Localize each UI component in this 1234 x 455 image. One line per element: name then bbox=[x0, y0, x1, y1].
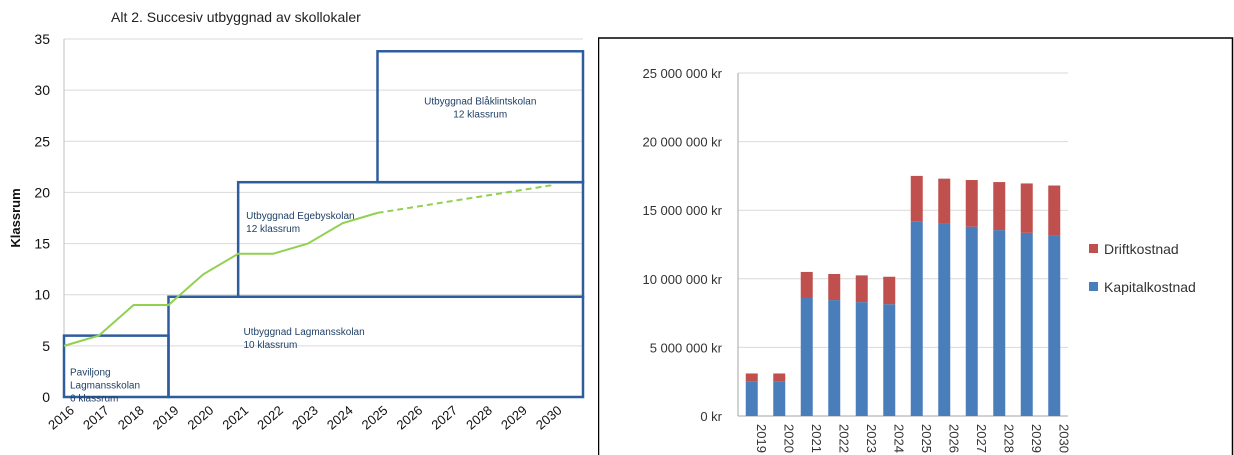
x-tick-label: 2029 bbox=[1029, 424, 1044, 453]
y-tick-label: 30 bbox=[34, 82, 50, 98]
x-tick-label: 2016 bbox=[45, 403, 77, 433]
y-tick-label: 25 bbox=[34, 133, 50, 149]
y-tick-label: 5 bbox=[42, 338, 50, 354]
x-tick-label: 2029 bbox=[498, 403, 530, 433]
bar-kapitalkostnad bbox=[938, 223, 951, 416]
bar-kapitalkostnad bbox=[1020, 232, 1033, 416]
capacity-box bbox=[167, 295, 585, 399]
capacity-box bbox=[236, 180, 585, 299]
y-tick-label: 0 bbox=[42, 389, 50, 405]
x-tick-label: 2017 bbox=[80, 403, 112, 433]
bar-kapitalkostnad bbox=[800, 298, 813, 416]
capacity-box-label: Utbyggnad Blåklintskolan bbox=[424, 95, 536, 107]
x-tick-label: 2026 bbox=[946, 424, 961, 453]
x-tick-label: 2023 bbox=[289, 403, 321, 433]
x-tick-label: 2019 bbox=[150, 403, 182, 433]
bar-driftkostnad bbox=[800, 271, 813, 299]
y-tick-label: 25 000 000 kr bbox=[642, 66, 722, 81]
y-axis-label: Klassrum bbox=[8, 188, 23, 247]
y-tick-label: 10 000 000 kr bbox=[642, 272, 722, 287]
y-tick-label: 15 bbox=[34, 236, 50, 252]
legend-swatch bbox=[1089, 282, 1098, 291]
x-tick-label: 2024 bbox=[891, 424, 906, 453]
capacity-box bbox=[376, 50, 585, 184]
bar-kapitalkostnad bbox=[993, 230, 1006, 416]
x-tick-label: 2018 bbox=[115, 403, 147, 433]
bar-kapitalkostnad bbox=[965, 226, 978, 416]
x-tick-label: 2022 bbox=[836, 424, 851, 453]
y-tick-label: 10 bbox=[34, 287, 50, 303]
bar-driftkostnad bbox=[1048, 185, 1061, 236]
x-tick-label: 2028 bbox=[1001, 424, 1016, 453]
bar-kapitalkostnad bbox=[828, 300, 841, 416]
y-tick-label: 5 000 000 kr bbox=[650, 340, 723, 355]
capacity-box-label: Utbyggnad Egebyskolan bbox=[246, 211, 354, 222]
y-tick-label: 15 000 000 kr bbox=[642, 203, 722, 218]
capacity-box-label: 10 klassrum bbox=[243, 340, 297, 351]
x-tick-label: 2021 bbox=[219, 403, 251, 433]
x-tick-label: 2030 bbox=[533, 403, 565, 433]
capacity-box-label: 12 klassrum bbox=[246, 224, 300, 235]
x-tick-label: 2028 bbox=[463, 403, 495, 433]
bar-kapitalkostnad bbox=[1048, 235, 1061, 416]
capacity-box-label: Utbyggnad Lagmansskolan bbox=[243, 327, 364, 338]
x-tick-label: 2030 bbox=[1056, 424, 1071, 453]
capacity-box-label: Paviljong bbox=[70, 368, 111, 379]
y-tick-label: 0 kr bbox=[700, 409, 722, 424]
projection-line bbox=[377, 184, 552, 214]
y-tick-label: 35 bbox=[34, 31, 50, 47]
bar-driftkostnad bbox=[1020, 183, 1033, 233]
capacity-box-label: 12 klassrum bbox=[453, 109, 507, 120]
bar-driftkostnad bbox=[855, 275, 868, 303]
y-tick-label: 20 bbox=[34, 184, 50, 200]
legend-label: Kapitalkostnad bbox=[1104, 279, 1196, 295]
legend-swatch bbox=[1089, 244, 1098, 253]
legend-label: Driftkostnad bbox=[1104, 241, 1179, 257]
bar-kapitalkostnad bbox=[745, 381, 758, 416]
bar-kapitalkostnad bbox=[773, 381, 786, 416]
x-tick-label: 2020 bbox=[781, 424, 796, 453]
x-tick-label: 2027 bbox=[428, 403, 460, 433]
chart-title: Alt 2. Succesiv utbyggnad av skollokaler bbox=[111, 9, 361, 25]
bar-driftkostnad bbox=[938, 178, 951, 224]
bar-driftkostnad bbox=[993, 182, 1006, 231]
bar-driftkostnad bbox=[745, 373, 758, 382]
classroom-need-line bbox=[63, 211, 378, 347]
bar-driftkostnad bbox=[773, 373, 786, 382]
bar-kapitalkostnad bbox=[855, 302, 868, 416]
x-tick-label: 2027 bbox=[974, 424, 989, 453]
bar-driftkostnad bbox=[910, 175, 923, 222]
x-tick-label: 2025 bbox=[359, 403, 391, 433]
bar-driftkostnad bbox=[965, 180, 978, 227]
capacity-box-label: 6 klassrum bbox=[70, 394, 118, 405]
bar-driftkostnad bbox=[828, 273, 841, 301]
bar-kapitalkostnad bbox=[910, 221, 923, 416]
x-tick-label: 2026 bbox=[394, 403, 426, 433]
x-tick-label: 2021 bbox=[809, 424, 824, 453]
y-tick-label: 20 000 000 kr bbox=[642, 135, 722, 150]
x-tick-label: 2020 bbox=[185, 403, 217, 433]
capacity-box-label: Lagmansskolan bbox=[70, 381, 140, 392]
x-tick-label: 2023 bbox=[864, 424, 879, 453]
x-tick-label: 2019 bbox=[754, 424, 769, 453]
bar-driftkostnad bbox=[883, 276, 896, 305]
x-tick-label: 2025 bbox=[919, 424, 934, 453]
cost-chart: 0 kr 5 000 000 kr 10 000 000 kr 15 000 000 … bbox=[598, 37, 1234, 455]
x-tick-label: 2024 bbox=[324, 403, 356, 433]
classroom-capacity-chart: Alt 2. Succesiv utbyggnad av skollokaler… bbox=[8, 9, 585, 433]
x-tick-label: 2022 bbox=[254, 403, 286, 433]
bar-kapitalkostnad bbox=[883, 304, 896, 416]
